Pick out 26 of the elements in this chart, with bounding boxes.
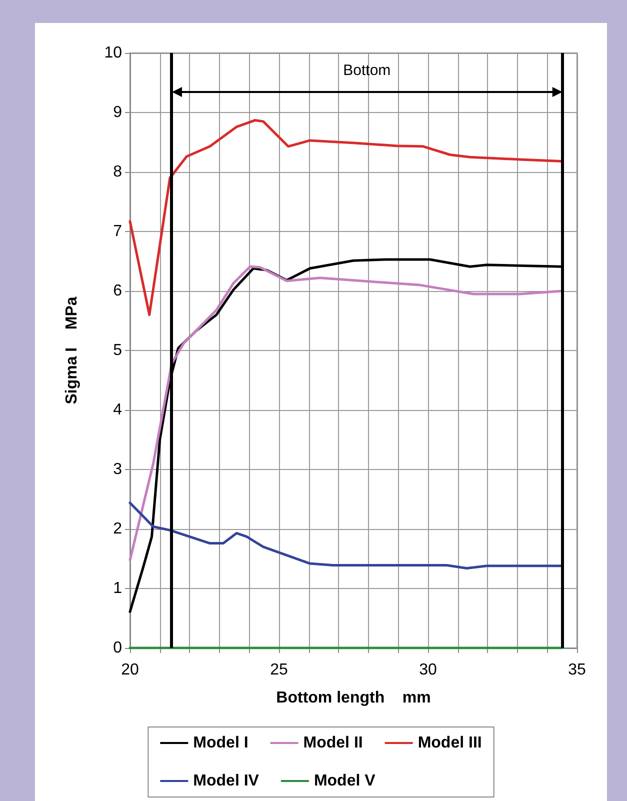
x-tick-label: 20 (121, 662, 139, 678)
y-tick-label: 0 (113, 640, 122, 656)
y-tick-label: 2 (113, 520, 122, 538)
legend-label: Model IV (193, 772, 260, 790)
y-tick-label: 3 (113, 461, 122, 478)
y-tick-label: 4 (113, 402, 122, 418)
x-tick-label: 35 (568, 662, 586, 678)
line-series (128, 118, 564, 316)
y-tick-label: 8 (113, 164, 122, 180)
y-tick-label: 7 (113, 223, 122, 240)
annotation: Bottom (342, 62, 392, 79)
legend-label: Model III (418, 734, 482, 752)
line-series (128, 265, 564, 562)
x-axis-title: Bottom length mm (276, 690, 431, 706)
y-tick-label: 6 (113, 282, 122, 300)
y-tick-label: 1 (113, 580, 122, 597)
x-tick-label: 30 (419, 662, 437, 678)
y-axis-title: Sigma I MPa (64, 296, 80, 404)
y-tick-label: 10 (104, 44, 122, 62)
legend-label: Model II (303, 734, 363, 752)
legend-label: Model V (314, 772, 376, 790)
x-tick-label: 25 (270, 662, 288, 678)
line-series (128, 502, 564, 570)
y-tick-label: 5 (113, 342, 122, 359)
legend-label: Model I (193, 734, 248, 752)
y-tick-label: 9 (113, 104, 122, 121)
